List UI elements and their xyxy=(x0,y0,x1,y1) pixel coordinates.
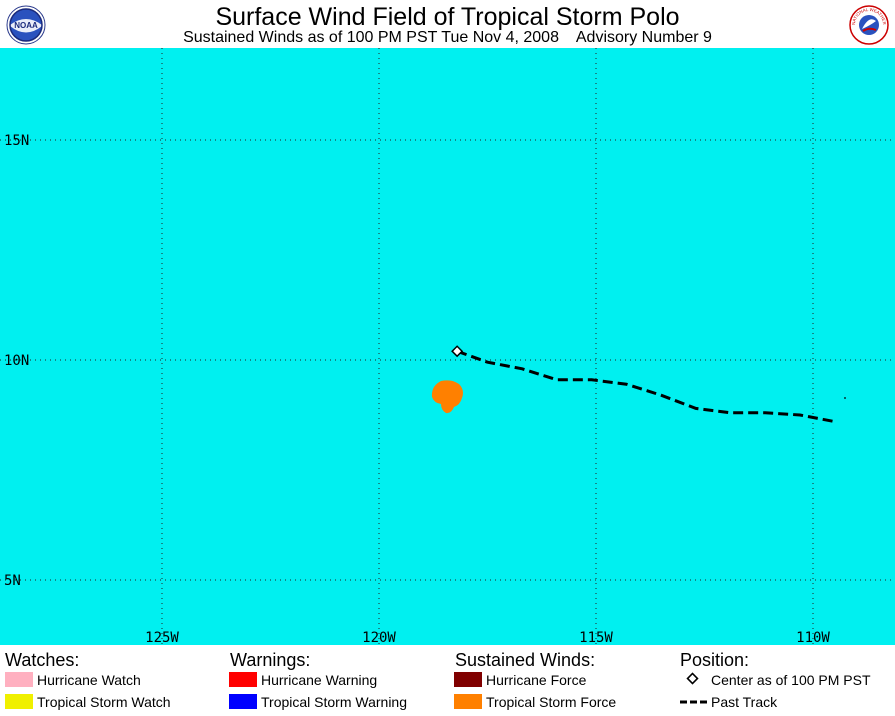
grid-labels: 125W 120W 115W 110W 15N 10N 5N xyxy=(4,133,830,645)
lon-tick-label: 115W xyxy=(579,630,613,645)
legend-heading-watches: Watches: xyxy=(5,650,80,670)
tropical-storm-force-wind-area xyxy=(431,380,463,414)
map-speck xyxy=(844,397,846,399)
wind-field-shape xyxy=(431,380,463,414)
wind-field-map: 125W 120W 115W 110W 15N 10N 5N xyxy=(0,48,895,645)
lat-tick-label: 5N xyxy=(4,573,21,589)
diamond-icon xyxy=(451,345,464,358)
map-legend: Watches: Hurricane Watch Tropical Storm … xyxy=(0,645,895,716)
legend-label-tropical-storm-force: Tropical Storm Force xyxy=(486,694,617,710)
ocean-background xyxy=(0,48,895,645)
map-header: NOAA Surface Wind Field of Tropical Stor… xyxy=(0,0,895,48)
legend-swatch-hurricane-watch xyxy=(5,672,33,687)
legend-heading-position: Position: xyxy=(680,650,750,670)
legend-swatch-tropical-storm-force xyxy=(454,694,482,709)
legend-label-tropical-storm-warning: Tropical Storm Warning xyxy=(261,694,408,710)
legend-swatch-hurricane-force xyxy=(454,672,482,687)
page-subtitle: Sustained Winds as of 100 PM PST Tue Nov… xyxy=(183,29,712,46)
graticule xyxy=(0,48,895,645)
noaa-logo-text: NOAA xyxy=(14,21,38,30)
lon-tick-label: 125W xyxy=(145,630,179,645)
lon-tick-label: 120W xyxy=(362,630,396,645)
legend-label-tropical-storm-watch: Tropical Storm Watch xyxy=(37,694,171,710)
lat-tick-label: 15N xyxy=(4,133,29,149)
legend-label-center: Center as of 100 PM PST xyxy=(711,672,871,688)
legend-label-hurricane-watch: Hurricane Watch xyxy=(37,672,141,688)
page-title: Surface Wind Field of Tropical Storm Pol… xyxy=(215,3,680,31)
legend-swatch-tropical-storm-watch xyxy=(5,694,33,709)
legend-center-diamond-icon xyxy=(686,672,699,685)
lon-tick-label: 110W xyxy=(796,630,830,645)
nws-logo-icon: NATIONAL WEATHER SERVICE xyxy=(849,5,889,45)
legend-heading-sustained-winds: Sustained Winds: xyxy=(455,650,596,670)
legend-label-past-track: Past Track xyxy=(711,694,778,710)
past-track-line xyxy=(456,349,835,424)
noaa-logo-icon: NOAA xyxy=(6,5,46,45)
legend-label-hurricane-warning: Hurricane Warning xyxy=(261,672,378,688)
legend-swatch-hurricane-warning xyxy=(229,672,257,687)
legend-heading-warnings: Warnings: xyxy=(230,650,311,670)
legend-past-track-icon xyxy=(680,700,708,704)
legend-label-hurricane-force: Hurricane Force xyxy=(486,672,587,688)
lat-tick-label: 10N xyxy=(4,353,29,369)
legend-swatch-tropical-storm-warning xyxy=(229,694,257,709)
